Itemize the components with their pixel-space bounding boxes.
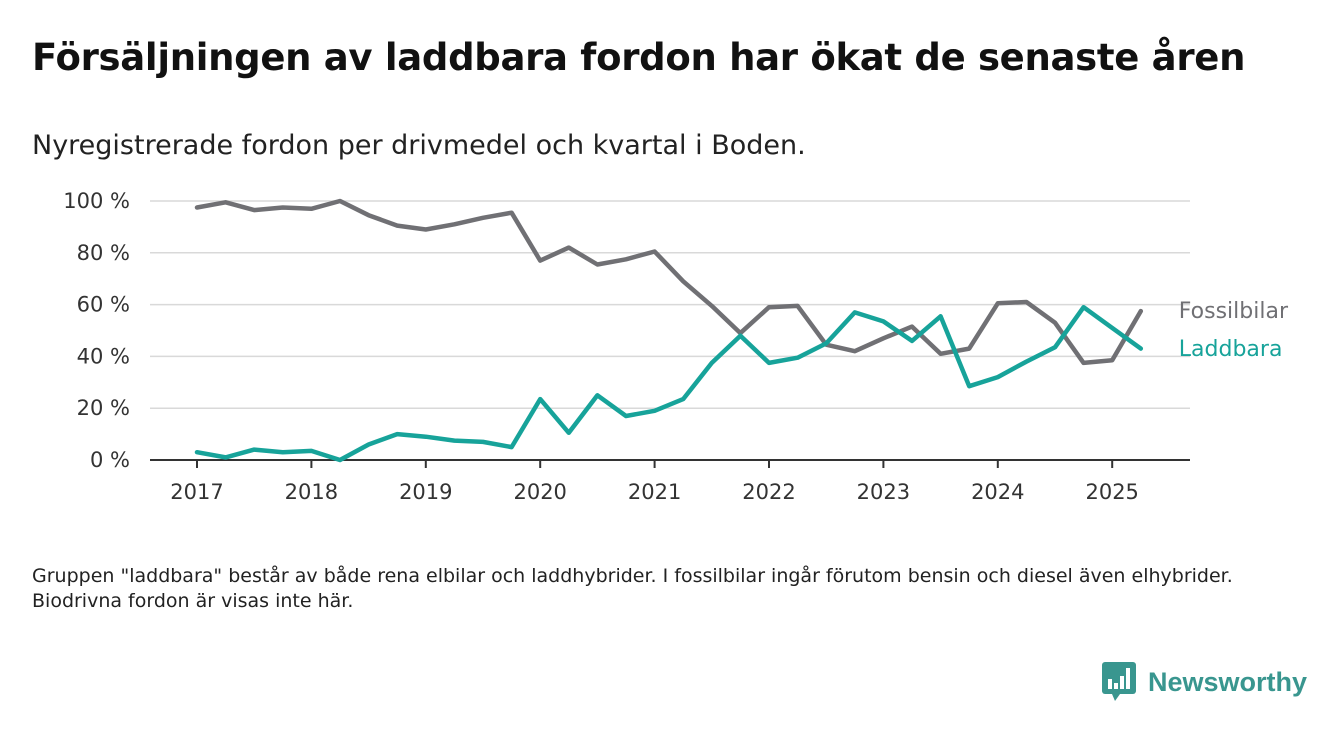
series-lines — [194, 198, 1144, 463]
x-tick-label: 2021 — [628, 480, 681, 504]
y-tick-label: 80 % — [77, 241, 130, 265]
x-tick-label: 2018 — [285, 480, 338, 504]
x-tick-label: 2020 — [513, 480, 566, 504]
x-tick-label: 2023 — [857, 480, 910, 504]
x-tick-label: 2024 — [971, 480, 1024, 504]
x-tick-label: 2025 — [1085, 480, 1138, 504]
logo-text: Newsworthy — [1148, 666, 1308, 697]
x-tick-label: 2019 — [399, 480, 452, 504]
legend-label-laddbara: Laddbara — [1179, 337, 1283, 362]
newsworthy-chart-icon — [1102, 662, 1136, 701]
series-line-fossilbilar — [194, 198, 1144, 366]
y-tick-label: 0 % — [90, 448, 130, 472]
legend-label-fossilbilar: Fossilbilar — [1179, 299, 1289, 324]
y-tick-label: 60 % — [77, 293, 130, 317]
series-line-laddbara — [194, 304, 1144, 463]
newsworthy-logo: Newsworthy — [1102, 662, 1307, 702]
x-tick-label: 2017 — [170, 480, 223, 504]
x-tick-label: 2022 — [742, 480, 795, 504]
x-axis-tick-labels: 2017 2018 2019 2020 2021 2022 2023 2024 2025 — [170, 460, 1139, 504]
chart-title: Försäljningen av laddbara fordon har öka… — [32, 36, 1246, 79]
legend-labels: Fossilbilar Laddbara — [1179, 299, 1289, 362]
grid-lines — [150, 200, 1190, 461]
y-axis-tick-labels: 0 % 20 % 40 % 60 % 80 % 100 % — [63, 189, 130, 472]
y-tick-label: 100 % — [63, 189, 130, 213]
chart-subtitle: Nyregistrerade fordon per drivmedel och … — [32, 130, 806, 161]
footnote: Gruppen "laddbara" består av både rena e… — [32, 565, 1233, 612]
y-tick-label: 40 % — [77, 344, 130, 368]
y-tick-label: 20 % — [77, 396, 130, 420]
